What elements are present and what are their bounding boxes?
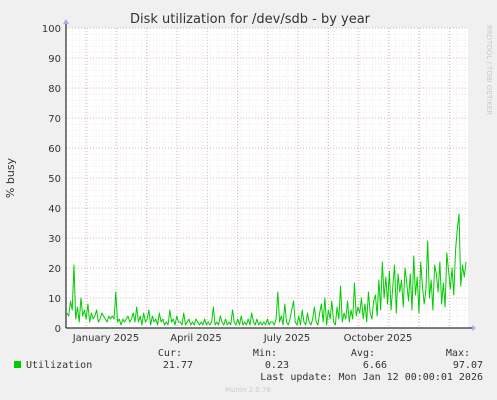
y-tick-label: 10 bbox=[48, 294, 61, 305]
y-tick-label: 70 bbox=[48, 114, 61, 125]
legend-cur-header: Cur: bbox=[158, 348, 182, 359]
legend-cur-value: 21.77 bbox=[163, 360, 193, 371]
y-tick-label: 50 bbox=[48, 174, 61, 185]
legend-min-header: Min: bbox=[253, 348, 277, 359]
series-line-utilization bbox=[66, 213, 467, 326]
x-tick-label: October 2025 bbox=[344, 333, 413, 344]
y-tick-label: 30 bbox=[48, 234, 61, 245]
y-tick-label: 0 bbox=[55, 324, 61, 335]
legend-avg-value: 6.66 bbox=[363, 360, 387, 371]
chart-title: Disk utilization for /dev/sdb - by year bbox=[130, 12, 371, 27]
x-axis-arrow-icon bbox=[472, 325, 476, 331]
x-axis-ticks: January 2025 April 2025 July 2025 October 2… bbox=[72, 333, 413, 344]
rrdtool-watermark: RRDTOOL / TOBI OETIKER bbox=[485, 25, 493, 115]
last-update-text: Last update: Mon Jan 12 00:00:01 2026 bbox=[260, 372, 483, 383]
x-tick-label: July 2025 bbox=[263, 333, 311, 344]
legend-avg-header: Avg: bbox=[351, 348, 375, 359]
munin-version: Munin 2.0.76 bbox=[225, 386, 271, 394]
y-tick-label: 40 bbox=[48, 204, 61, 215]
legend-min-value: 0.23 bbox=[265, 360, 289, 371]
legend-label-utilization: Utilization bbox=[26, 360, 92, 371]
legend-swatch-utilization bbox=[14, 361, 21, 368]
y-axis-ticks: 0 10 20 30 40 50 60 70 80 90 100 bbox=[42, 24, 468, 335]
x-tick-label: January 2025 bbox=[72, 333, 140, 344]
x-tick-label: April 2025 bbox=[170, 333, 221, 344]
y-tick-label: 100 bbox=[42, 24, 61, 35]
y-axis-arrow-icon bbox=[63, 19, 69, 24]
y-tick-label: 90 bbox=[48, 54, 61, 65]
legend-max-header: Max: bbox=[446, 348, 470, 359]
legend-max-value: 97.07 bbox=[453, 360, 483, 371]
series-layer bbox=[66, 213, 467, 326]
y-tick-label: 20 bbox=[48, 264, 61, 275]
y-tick-label: 60 bbox=[48, 144, 61, 155]
y-axis-label: % busy bbox=[4, 157, 17, 198]
y-tick-label: 80 bbox=[48, 84, 61, 95]
